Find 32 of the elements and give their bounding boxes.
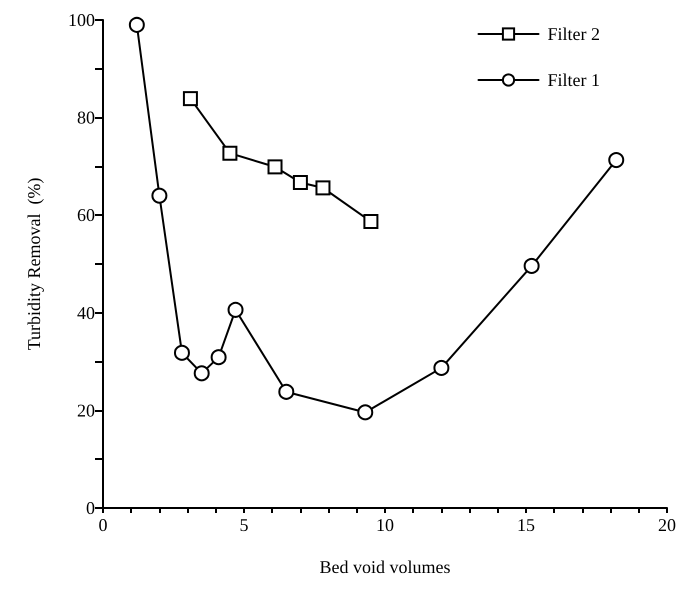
y-tick-label: 40 xyxy=(77,302,95,323)
point xyxy=(194,365,210,382)
point xyxy=(292,175,308,190)
point xyxy=(357,404,374,420)
x-tick-label: 15 xyxy=(517,515,535,535)
y-tick-label: 20 xyxy=(77,400,95,420)
point xyxy=(128,16,145,33)
x-tick-label: 10 xyxy=(376,515,394,535)
point xyxy=(210,349,227,366)
legend-label: Filter 1 xyxy=(548,70,600,90)
legend-label: Filter 2 xyxy=(548,24,600,44)
y-axis-title: Turbidity Removal (%) xyxy=(24,178,44,350)
point xyxy=(268,159,283,174)
point xyxy=(182,91,198,106)
y-tick-label: 80 xyxy=(77,108,95,128)
x-tick-label: 0 xyxy=(98,515,108,535)
x-axis-title: Bed void volumes xyxy=(320,557,450,577)
y-tick-label: 0 xyxy=(86,498,95,518)
point xyxy=(278,384,294,400)
point xyxy=(222,146,238,161)
point xyxy=(433,360,450,376)
point xyxy=(608,152,624,168)
point xyxy=(151,188,168,204)
point xyxy=(315,180,330,196)
point xyxy=(524,258,540,274)
point xyxy=(174,344,190,361)
point xyxy=(363,214,378,230)
x-tick-label: 5 xyxy=(240,515,248,535)
y-tick-label: 100 xyxy=(68,10,95,30)
x-tick-label: 20 xyxy=(658,515,676,535)
y-tick-label: 60 xyxy=(77,205,95,226)
point xyxy=(228,302,244,318)
